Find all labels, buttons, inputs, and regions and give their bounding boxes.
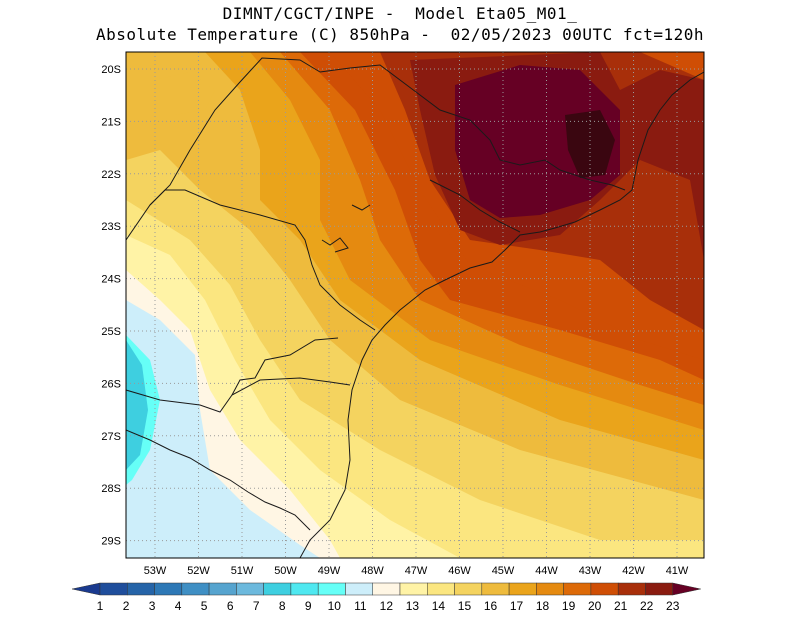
colorbar-high-arrow	[672, 582, 701, 596]
colorbar-bin	[154, 582, 183, 596]
lat-tick-label: 29S	[101, 536, 121, 548]
colorbar-bin	[181, 582, 210, 596]
reservoir-marker	[351, 204, 371, 211]
colorbar: 1 2 3 4 5 6 7 8 9 10 11 12 13 14 15 16 17 18 19 20 21 22 23	[71, 582, 701, 613]
colorbar-bin	[317, 582, 346, 596]
colorbar-label: 14	[432, 599, 446, 613]
colorbar-label: 19	[562, 599, 576, 613]
colorbar-bin	[427, 582, 455, 596]
borders	[126, 57, 704, 558]
colorbar-label: 4	[175, 599, 182, 613]
temp-region-9c	[126, 340, 148, 470]
lon-tick-label: 50W	[274, 565, 297, 577]
lat-tick-label: 27S	[101, 431, 121, 443]
colorbar-label: 23	[666, 599, 680, 613]
colorbar-label: 21	[614, 599, 628, 613]
colorbar-label: 15	[458, 599, 472, 613]
lat-tick-label: 26S	[101, 378, 121, 390]
border-pr-sc	[231, 337, 339, 396]
colorbar-bin	[263, 582, 292, 596]
chart-title-line-2: Absolute Temperature (C) 850hPa - 02/05/…	[96, 25, 704, 44]
colorbar-label: 22	[640, 599, 654, 613]
temperature-field	[126, 52, 704, 558]
lat-tick-label: 20S	[101, 64, 121, 76]
lat-tick-label: 24S	[101, 274, 121, 286]
lon-tick-label: 51W	[231, 565, 254, 577]
lat-tick-label: 25S	[101, 326, 121, 338]
colorbar-bin	[590, 582, 619, 596]
border-mg	[319, 64, 626, 191]
lon-tick-label: 43W	[579, 565, 602, 577]
colorbar-label: 16	[484, 599, 498, 613]
latitude-labels: 20S 21S 22S 23S 24S 25S 26S 27S 28S 29S	[101, 64, 121, 548]
colorbar-label: 11	[354, 599, 367, 613]
colorbar-bin	[372, 582, 401, 596]
colorbar-label: 20	[588, 599, 602, 613]
lon-tick-label: 52W	[187, 565, 210, 577]
colorbar-bin	[127, 582, 155, 596]
colorbar-label: 3	[149, 599, 156, 613]
border-rs	[126, 429, 311, 531]
colorbar-bin	[481, 582, 510, 596]
chart-title-line-1: DIMNT/CGCT/INPE - Model Eta05_M01_	[222, 4, 578, 23]
lat-tick-label: 23S	[101, 221, 121, 233]
lon-tick-label: 41W	[666, 565, 689, 577]
lon-tick-label: 53W	[144, 565, 167, 577]
colorbar-bin	[345, 582, 373, 596]
colorbar-bin	[563, 582, 592, 596]
colorbar-label: 5	[201, 599, 208, 613]
colorbar-bin	[508, 582, 537, 596]
colorbar-bin	[99, 582, 128, 596]
lat-tick-label: 21S	[101, 116, 121, 128]
colorbar-label: 17	[510, 599, 524, 613]
colorbar-bin	[208, 582, 237, 596]
colorbar-bin	[236, 582, 264, 596]
lon-tick-label: 46W	[448, 565, 471, 577]
lon-tick-label: 42W	[622, 565, 645, 577]
map-frame	[125, 51, 705, 559]
temp-region-11c	[126, 300, 320, 558]
colorbar-low-arrow	[71, 582, 101, 596]
border-ms	[149, 57, 321, 206]
colorbar-bin	[454, 582, 483, 596]
lat-tick-label: 28S	[101, 483, 121, 495]
lake-marker	[321, 237, 349, 253]
colorbar-bin	[617, 582, 646, 596]
colorbar-label: 9	[305, 599, 312, 613]
colorbar-bin	[536, 582, 564, 596]
colorbar-bin	[399, 582, 428, 596]
colorbar-label: 1	[97, 599, 104, 613]
colorbar-label: 18	[536, 599, 550, 613]
lon-tick-label: 48W	[361, 565, 384, 577]
colorbar-label: 13	[406, 599, 420, 613]
coastline	[299, 71, 704, 558]
lon-tick-label: 45W	[492, 565, 515, 577]
temp-region-nw-spot	[155, 72, 215, 115]
colorbar-label: 12	[380, 599, 394, 613]
lon-tick-label: 44W	[535, 565, 558, 577]
lon-tick-label: 47W	[405, 565, 428, 577]
colorbar-bin	[290, 582, 319, 596]
colorbar-label: 10	[328, 599, 342, 613]
colorbar-label: 8	[279, 599, 286, 613]
temp-region-23c	[455, 65, 620, 218]
colorbar-label: 7	[253, 599, 260, 613]
colorbar-bin	[645, 582, 673, 596]
lat-tick-label: 22S	[101, 169, 121, 181]
lon-tick-label: 49W	[318, 565, 341, 577]
border-rj	[429, 179, 521, 233]
longitude-labels: 53W 52W 51W 50W 49W 48W 47W 46W 45W 44W 43W 42W 41W	[144, 565, 689, 577]
colorbar-label: 2	[123, 599, 130, 613]
colorbar-label: 6	[227, 599, 234, 613]
